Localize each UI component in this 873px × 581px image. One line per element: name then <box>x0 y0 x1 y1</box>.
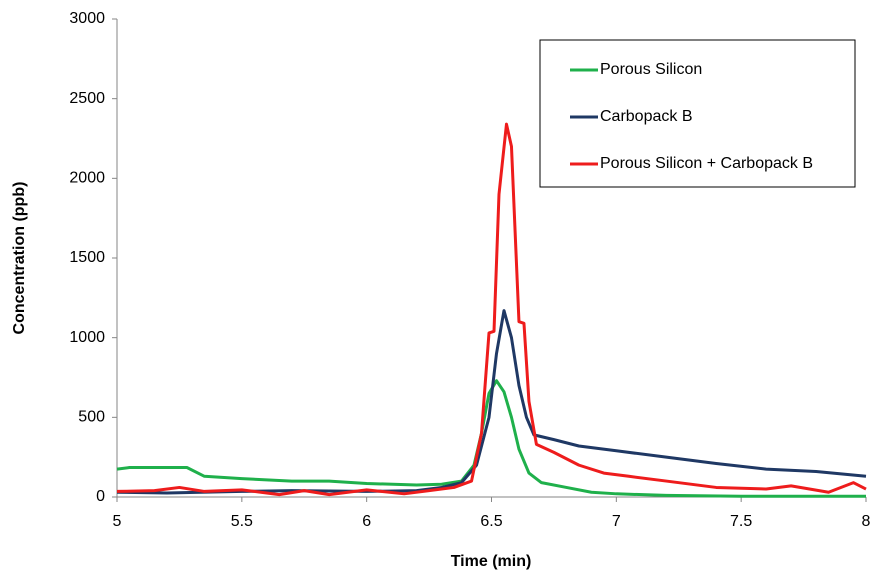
y-axis-title: Concentration (ppb) <box>11 182 28 335</box>
y-tick-label: 2500 <box>69 90 105 107</box>
series-line <box>116 122 867 497</box>
legend-label: Carbopack B <box>600 108 693 125</box>
x-tick-label: 7 <box>612 513 621 530</box>
y-tick-label: 1000 <box>69 329 105 346</box>
x-tick-label: 6 <box>362 513 371 530</box>
x-tick-label: 7.5 <box>730 513 752 530</box>
series-line <box>116 309 867 495</box>
x-tick-label: 6.5 <box>480 513 502 530</box>
x-tick-label: 5 <box>113 513 122 530</box>
legend-label: Porous Silicon + Carbopack B <box>600 155 813 172</box>
x-tick-label: 5.5 <box>231 513 253 530</box>
y-tick-label: 1500 <box>69 249 105 266</box>
y-tick-label: 3000 <box>69 10 105 27</box>
y-tick-label: 500 <box>78 409 105 426</box>
y-tick-label: 0 <box>96 488 105 505</box>
x-axis-title: Time (min) <box>451 553 532 570</box>
legend-label: Porous Silicon <box>600 61 702 78</box>
x-tick-label: 8 <box>862 513 871 530</box>
y-tick-label: 2000 <box>69 170 105 187</box>
